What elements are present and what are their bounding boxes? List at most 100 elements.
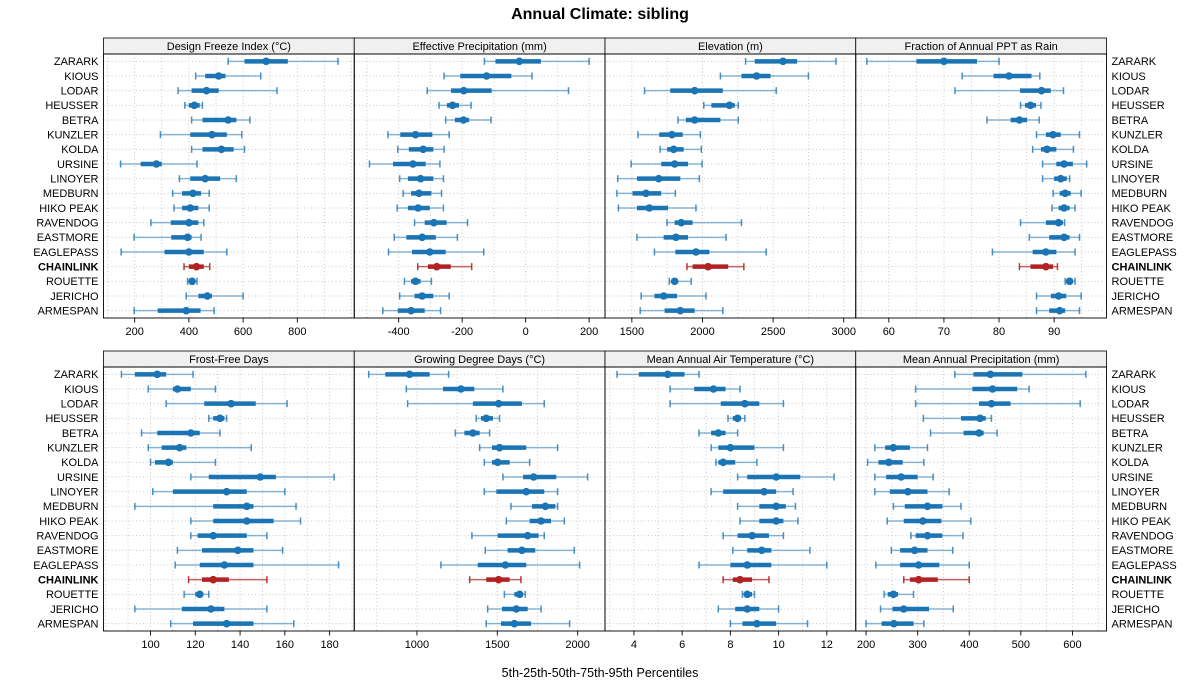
percentile-row-kolda <box>149 458 217 467</box>
tick-label: 800 <box>288 326 306 338</box>
percentile-row-jericho <box>398 292 450 300</box>
percentile-row-rouette <box>183 590 210 599</box>
percentile-row-kunzler <box>1035 130 1081 139</box>
percentile-row-kunzler <box>874 443 929 452</box>
panel-title: Effective Precipitation (mm) <box>412 41 546 53</box>
station-label-right: CHAINLINK <box>1112 261 1173 273</box>
station-label-left: URSINE <box>57 159 99 171</box>
tick-label: 3000 <box>832 326 856 338</box>
percentile-row-lodar <box>669 399 785 408</box>
percentile-row-kious <box>147 385 217 393</box>
station-label-right: ZARARK <box>1112 369 1157 381</box>
percentile-row-hiko-peak <box>396 204 445 212</box>
station-label-left: KUNZLER <box>47 442 98 454</box>
percentile-row-lodar <box>954 86 1065 95</box>
station-label-left: KIOUS <box>64 71 98 83</box>
percentile-row-linoyer <box>874 487 950 496</box>
panel-fraction-of-annual-ppt-as-rain: Fraction of Annual PPT as Rain 60 70 80 90 <box>855 37 1107 338</box>
percentile-row-ravendog <box>413 218 469 227</box>
station-label-left: URSINE <box>57 472 99 484</box>
percentile-row-betra <box>986 116 1041 124</box>
gridlines <box>606 54 855 318</box>
station-label-right: BETRA <box>1112 428 1149 440</box>
percentile-row-eastmore <box>636 233 727 242</box>
percentile-row-chainlink <box>722 575 770 584</box>
percentile-row-linoyer <box>178 174 238 183</box>
percentile-row-ursine <box>736 473 835 481</box>
percentile-row-betra <box>190 116 251 124</box>
percentile-row-heusser <box>475 414 501 423</box>
tick-label: 0 <box>523 326 529 338</box>
percentile-row-zarark <box>120 370 194 379</box>
tick-label: 6 <box>679 639 685 651</box>
tick-label: 90 <box>1048 326 1060 338</box>
station-label-left: KIOUS <box>64 384 98 396</box>
percentile-row-linoyer <box>398 174 445 183</box>
station-label-left: ARMESPAN <box>38 305 99 317</box>
station-label-left: ARMESPAN <box>38 618 99 630</box>
percentile-row-chainlink <box>468 575 522 584</box>
station-label-left: RAVENDOG <box>36 530 98 542</box>
percentile-row-ravendog <box>666 218 743 227</box>
gridlines <box>104 54 354 318</box>
gridlines <box>606 367 855 631</box>
percentile-row-kunzler <box>710 443 785 452</box>
percentile-row-armespan <box>729 619 809 628</box>
percentile-row-hiko-peak <box>505 517 566 525</box>
percentile-row-ravendog <box>471 531 545 540</box>
percentile-row-eastmore <box>1028 233 1081 242</box>
station-label-left: ZARARK <box>54 56 99 68</box>
percentile-row-chainlink <box>686 262 745 271</box>
percentile-row-lodar <box>914 399 1081 408</box>
panel-mean-annual-precipitation-mm: Mean Annual Precipitation (mm) 200 300 400 5… <box>855 350 1107 651</box>
percentile-row-betra <box>140 429 221 437</box>
percentile-row-medburn <box>892 502 962 511</box>
panel-mean-annual-air-temperature-c: Mean Annual Air Temperature (°C) 4 6 8 10 12 <box>604 350 857 651</box>
percentile-row-kunzler <box>147 443 253 452</box>
percentile-row-hiko-peak <box>1051 204 1076 212</box>
percentile-row-armespan <box>382 306 442 315</box>
station-label-right: ZARARK <box>1112 56 1157 68</box>
tick-label: 60 <box>883 326 895 338</box>
percentile-row-eastmore <box>133 233 202 242</box>
station-label-right: LODAR <box>1112 398 1150 410</box>
station-label-right: HIKO PEAK <box>1112 516 1172 528</box>
percentile-row-armespan <box>485 619 571 628</box>
percentile-row-linoyer <box>1041 174 1071 183</box>
percentile-row-eaglepass <box>653 248 767 256</box>
tick-label: 2000 <box>565 639 589 651</box>
station-label-left: ROUETTE <box>46 276 99 288</box>
percentile-row-zarark <box>616 370 700 379</box>
station-label-right: HIKO PEAK <box>1112 203 1172 215</box>
percentile-row-heusser <box>1019 101 1042 110</box>
station-label-left: CHAINLINK <box>38 574 99 586</box>
percentile-row-ursine <box>119 160 198 168</box>
percentile-row-jericho <box>717 605 780 613</box>
tick-label: 2500 <box>761 326 785 338</box>
station-label-right: EASTMORE <box>1112 232 1174 244</box>
percentile-row-zarark <box>744 57 837 66</box>
x-axis: -400 -200 0 200 <box>388 318 598 338</box>
percentile-row-hiko-peak <box>886 517 972 525</box>
station-label-left: JERICHO <box>50 291 99 303</box>
percentile-row-betra <box>444 116 492 124</box>
percentile-row-heusser <box>922 414 993 423</box>
station-label-right: KOLDA <box>1112 144 1150 156</box>
percentile-row-kunzler <box>387 130 450 139</box>
station-label-right: ARMESPAN <box>1112 305 1173 317</box>
percentile-row-kious <box>914 385 1030 393</box>
percentile-row-chainlink <box>187 575 268 584</box>
percentile-row-heusser <box>727 414 746 423</box>
station-label-left: RAVENDOG <box>36 217 98 229</box>
percentile-row-ravendog <box>1019 218 1066 227</box>
percentile-row-rouette <box>883 590 915 599</box>
percentile-row-ursine <box>630 160 703 168</box>
station-label-right: KOLDA <box>1112 457 1150 469</box>
station-label-left: ZARARK <box>54 369 99 381</box>
station-label-right: RAVENDOG <box>1112 217 1174 229</box>
percentile-row-kious <box>961 72 1041 80</box>
percentile-row-medburn <box>736 502 797 511</box>
percentile-row-eastmore <box>732 546 811 555</box>
